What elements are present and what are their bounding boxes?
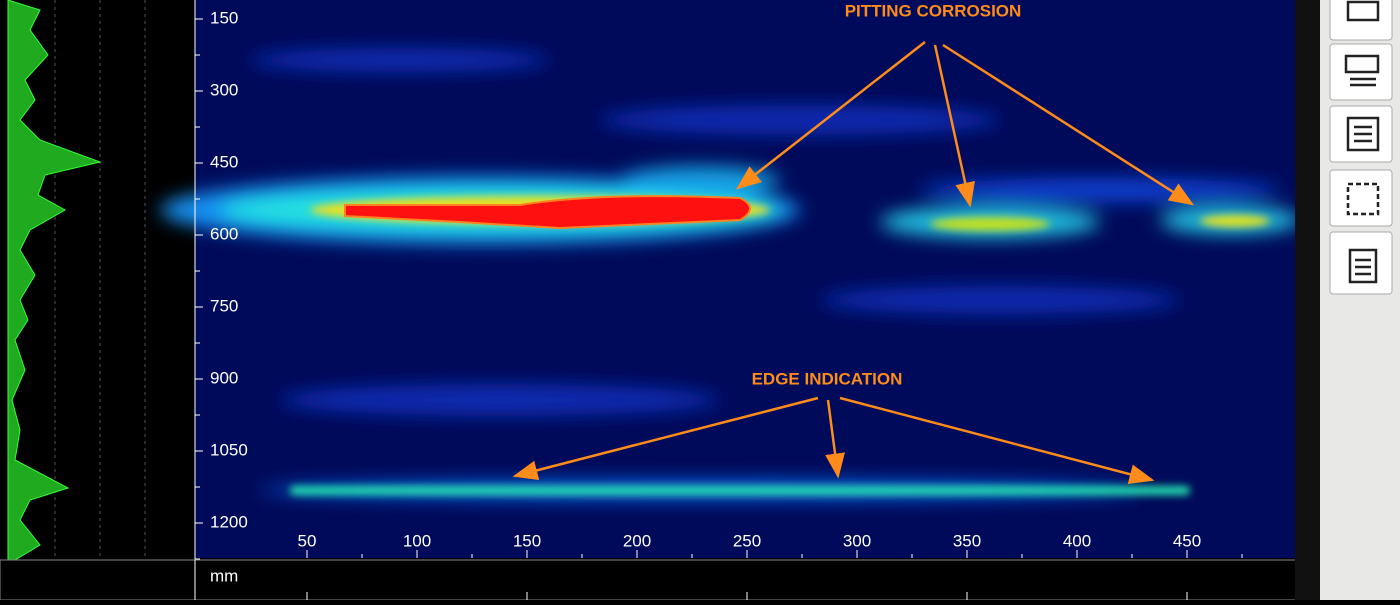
bottom-strip xyxy=(0,559,1321,601)
x-tick-label: 100 xyxy=(403,531,431,550)
annotation-arrows xyxy=(512,41,1195,484)
tool-icons xyxy=(1344,0,1380,284)
y-tick-label: 300 xyxy=(210,80,238,99)
a-scan-grid xyxy=(54,0,146,560)
x-tick-label: 300 xyxy=(843,531,871,550)
x-tick-label: 250 xyxy=(733,531,761,550)
y-tick-label: 1200 xyxy=(210,512,248,531)
tool-button[interactable] xyxy=(1329,169,1393,227)
x-tick-label: 450 xyxy=(1173,531,1201,550)
c-scan-image xyxy=(195,0,1295,558)
annotation: EDGE INDICATION xyxy=(752,369,903,388)
tool-button[interactable] xyxy=(1329,231,1393,295)
y-ticks: 150 300 450 600 750 900 1050 1200 xyxy=(195,8,248,560)
y-tick-label: 600 xyxy=(210,224,238,243)
x-tick-label: 400 xyxy=(1063,531,1091,550)
x-tick-label: 50 xyxy=(298,531,317,550)
heatmap-red xyxy=(344,195,751,230)
y-tick-label: 450 xyxy=(210,152,238,171)
y-tick-label: 750 xyxy=(210,296,238,315)
a-scan-waveform xyxy=(7,0,102,561)
annotation: PITTING CORROSION xyxy=(845,1,1022,20)
scrollbar xyxy=(1295,0,1320,600)
x-ticks: 50 100 150 200 250 300 350 400 450 xyxy=(298,531,1243,558)
x-tick-label: 350 xyxy=(953,531,981,550)
x-tick-label: 200 xyxy=(623,531,651,550)
y-tick-label: 900 xyxy=(210,368,238,387)
bottom-ruler xyxy=(306,592,1188,600)
x-tick-label: 150 xyxy=(513,531,541,550)
unit-label: mm xyxy=(210,566,238,585)
y-tick-label: 150 xyxy=(210,8,238,27)
y-tick-label: 1050 xyxy=(210,440,248,459)
